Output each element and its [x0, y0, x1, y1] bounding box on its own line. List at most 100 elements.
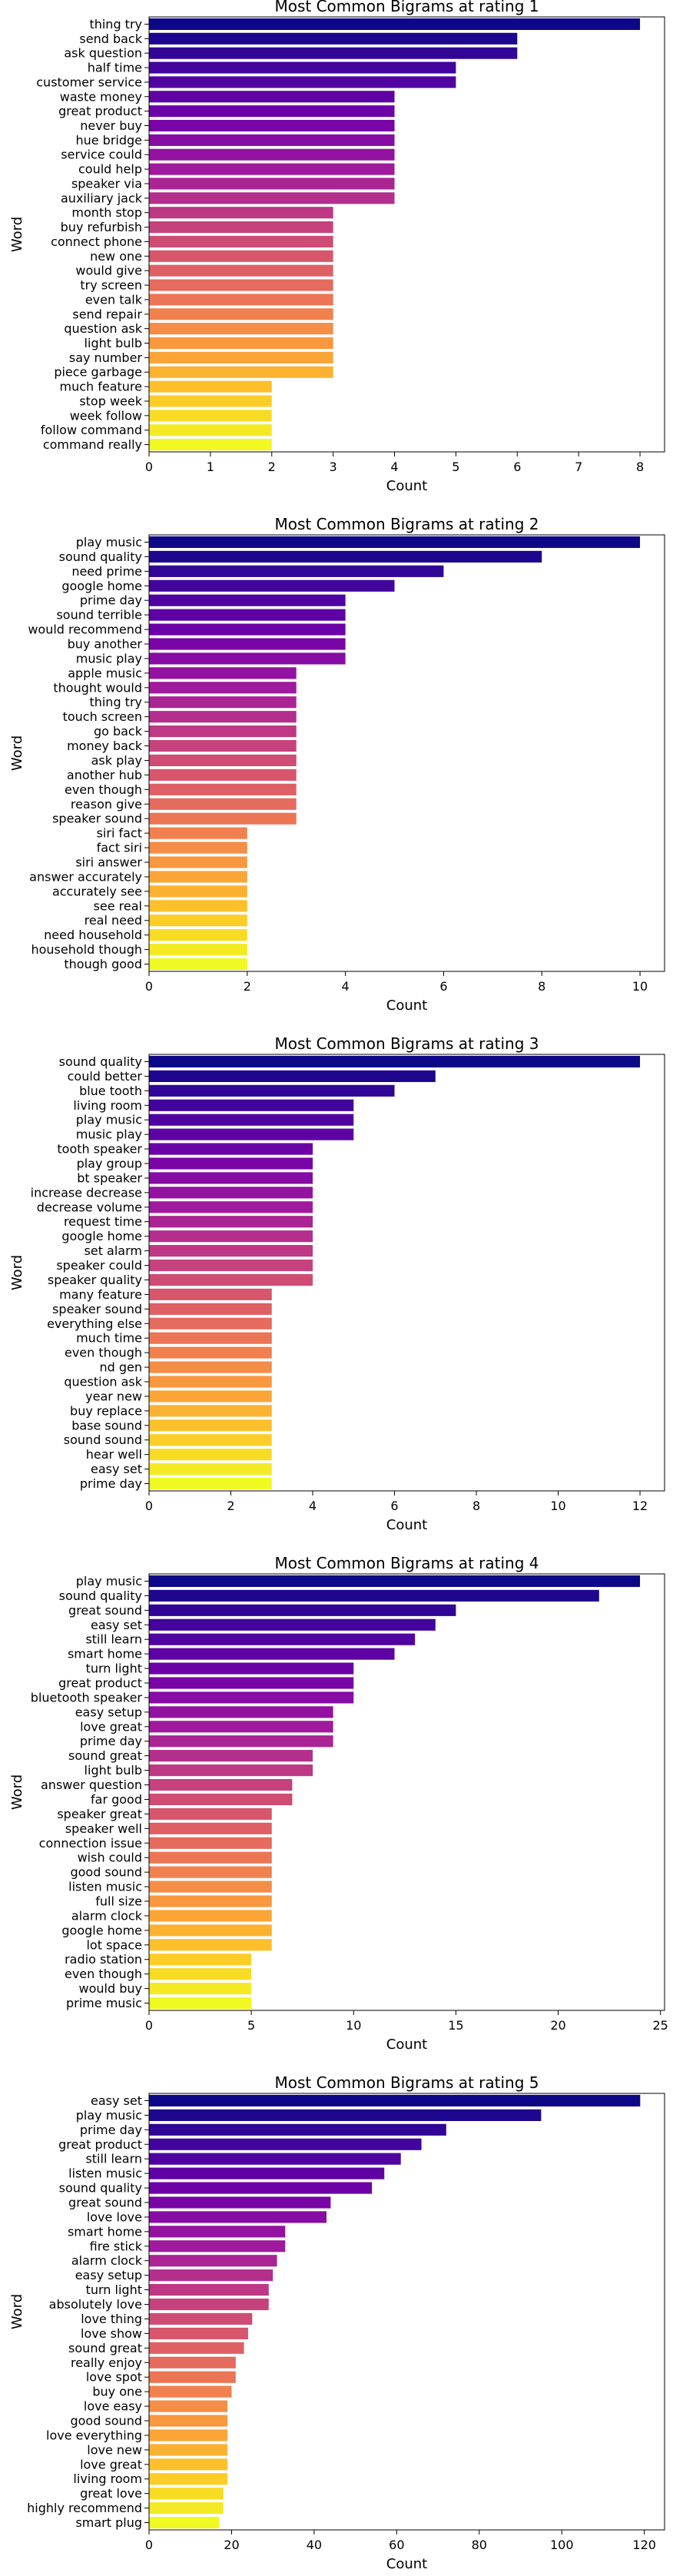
y-tick-label: send repair [72, 307, 142, 321]
y-tick-label: love great [80, 1719, 142, 1734]
y-tick-label: love new [87, 2442, 142, 2457]
y-tick-label: send back [79, 32, 142, 46]
y-tick-label: speaker sound [52, 1302, 142, 1316]
bar [149, 1361, 272, 1373]
bar [149, 1604, 456, 1616]
bar [149, 1778, 293, 1791]
bar [149, 652, 346, 665]
plot-frame [148, 16, 665, 453]
y-tick-label: speaker via [71, 176, 142, 191]
y-tick-label: easy set [91, 2093, 142, 2108]
bar [149, 1390, 272, 1403]
y-tick-label: still learn [85, 2152, 142, 2166]
bar [149, 2458, 228, 2471]
bar [149, 1128, 354, 1140]
bar [149, 1346, 272, 1359]
bar [149, 2109, 542, 2121]
bar [149, 739, 297, 752]
bar [149, 91, 395, 103]
y-tick-label: fact siri [97, 841, 142, 855]
y-tick-label: google home [61, 579, 142, 593]
y-tick-label: reason give [71, 797, 142, 812]
y-tick-label: sound quality [59, 1588, 142, 1603]
bar [149, 1463, 272, 1476]
bar [149, 2182, 373, 2194]
y-tick-label: love show [81, 2326, 142, 2341]
bar [149, 1084, 395, 1097]
bar [149, 1910, 272, 1922]
bar [149, 250, 333, 262]
bar [149, 754, 297, 767]
y-tick-label: set alarm [85, 1243, 142, 1258]
y-tick-label: increase decrease [31, 1185, 142, 1200]
bar [149, 2240, 286, 2252]
bar [149, 2429, 228, 2442]
y-tick-label: service could [61, 148, 142, 162]
bar [149, 337, 333, 350]
x-axis-label: Count [386, 478, 427, 494]
bar [149, 1303, 272, 1315]
bar [149, 900, 247, 912]
y-tick-label: speaker sound [52, 812, 142, 826]
y-tick-label: good sound [70, 1865, 142, 1880]
y-tick-label: great love [80, 2486, 142, 2501]
y-tick-label: speaker well [65, 1821, 142, 1836]
y-tick-label: good sound [70, 2414, 142, 2428]
y-tick-label: sound great [68, 2341, 142, 2355]
y-tick-label: great sound [68, 1603, 142, 1618]
y-tick-label: sound quality [59, 1054, 142, 1069]
y-tick-label: full size [95, 1894, 142, 1909]
y-tick-label: request time [64, 1214, 142, 1229]
y-tick-label: would give [75, 264, 142, 278]
bar [149, 1259, 313, 1272]
y-tick-label: connection issue [39, 1836, 142, 1851]
bar [149, 1691, 354, 1704]
bar [149, 2444, 228, 2456]
y-tick-label: much feature [59, 380, 142, 394]
x-tick-label: 7 [575, 460, 582, 474]
y-tick-label: hear well [86, 1447, 142, 1462]
y-tick-label: hue bridge [75, 133, 142, 148]
bar [149, 1230, 313, 1243]
y-tick-label: far good [91, 1792, 142, 1807]
bar [149, 32, 518, 45]
y-tick-label: new one [90, 249, 142, 264]
y-tick-label: could help [78, 162, 142, 177]
bar [149, 2226, 286, 2238]
y-tick-label: nd gen [99, 1360, 142, 1375]
bar [149, 827, 247, 839]
y-tick-label: go back [94, 724, 143, 739]
bar [149, 536, 641, 549]
y-tick-label: command really [43, 437, 142, 452]
y-tick-label: answer accurately [29, 869, 142, 884]
bar [149, 264, 333, 277]
bar [149, 439, 272, 451]
y-axis-label: Word [9, 217, 25, 252]
bar [149, 2356, 236, 2369]
bar [149, 1706, 333, 1718]
bar [149, 871, 247, 883]
bar [149, 1434, 272, 1446]
y-tick-label: radio station [65, 1952, 142, 1967]
y-tick-label: though good [64, 957, 142, 971]
x-tick-label: 0 [145, 2018, 153, 2033]
x-tick-label: 0 [145, 2538, 153, 2552]
y-tick-label: thought would [53, 680, 142, 695]
chart-title: Most Common Bigrams at rating 3 [274, 1034, 539, 1053]
bar [149, 667, 297, 679]
x-tick-label: 4 [309, 1499, 317, 1513]
bar [149, 1997, 252, 2010]
x-tick-label: 12 [632, 1499, 648, 1513]
bar [149, 1419, 272, 1432]
y-tick-label: play music [76, 535, 142, 549]
x-tick-label: 0 [145, 979, 153, 994]
bar [149, 1735, 333, 1748]
x-tick-label: 0 [145, 1499, 153, 1513]
y-tick-label: answer question [41, 1778, 142, 1792]
bar [149, 424, 272, 437]
y-tick-label: prime music [66, 1996, 142, 2010]
y-tick-label: piece garbage [54, 365, 142, 380]
y-tick-label: year new [85, 1389, 142, 1403]
x-tick-label: 10 [346, 2018, 361, 2033]
